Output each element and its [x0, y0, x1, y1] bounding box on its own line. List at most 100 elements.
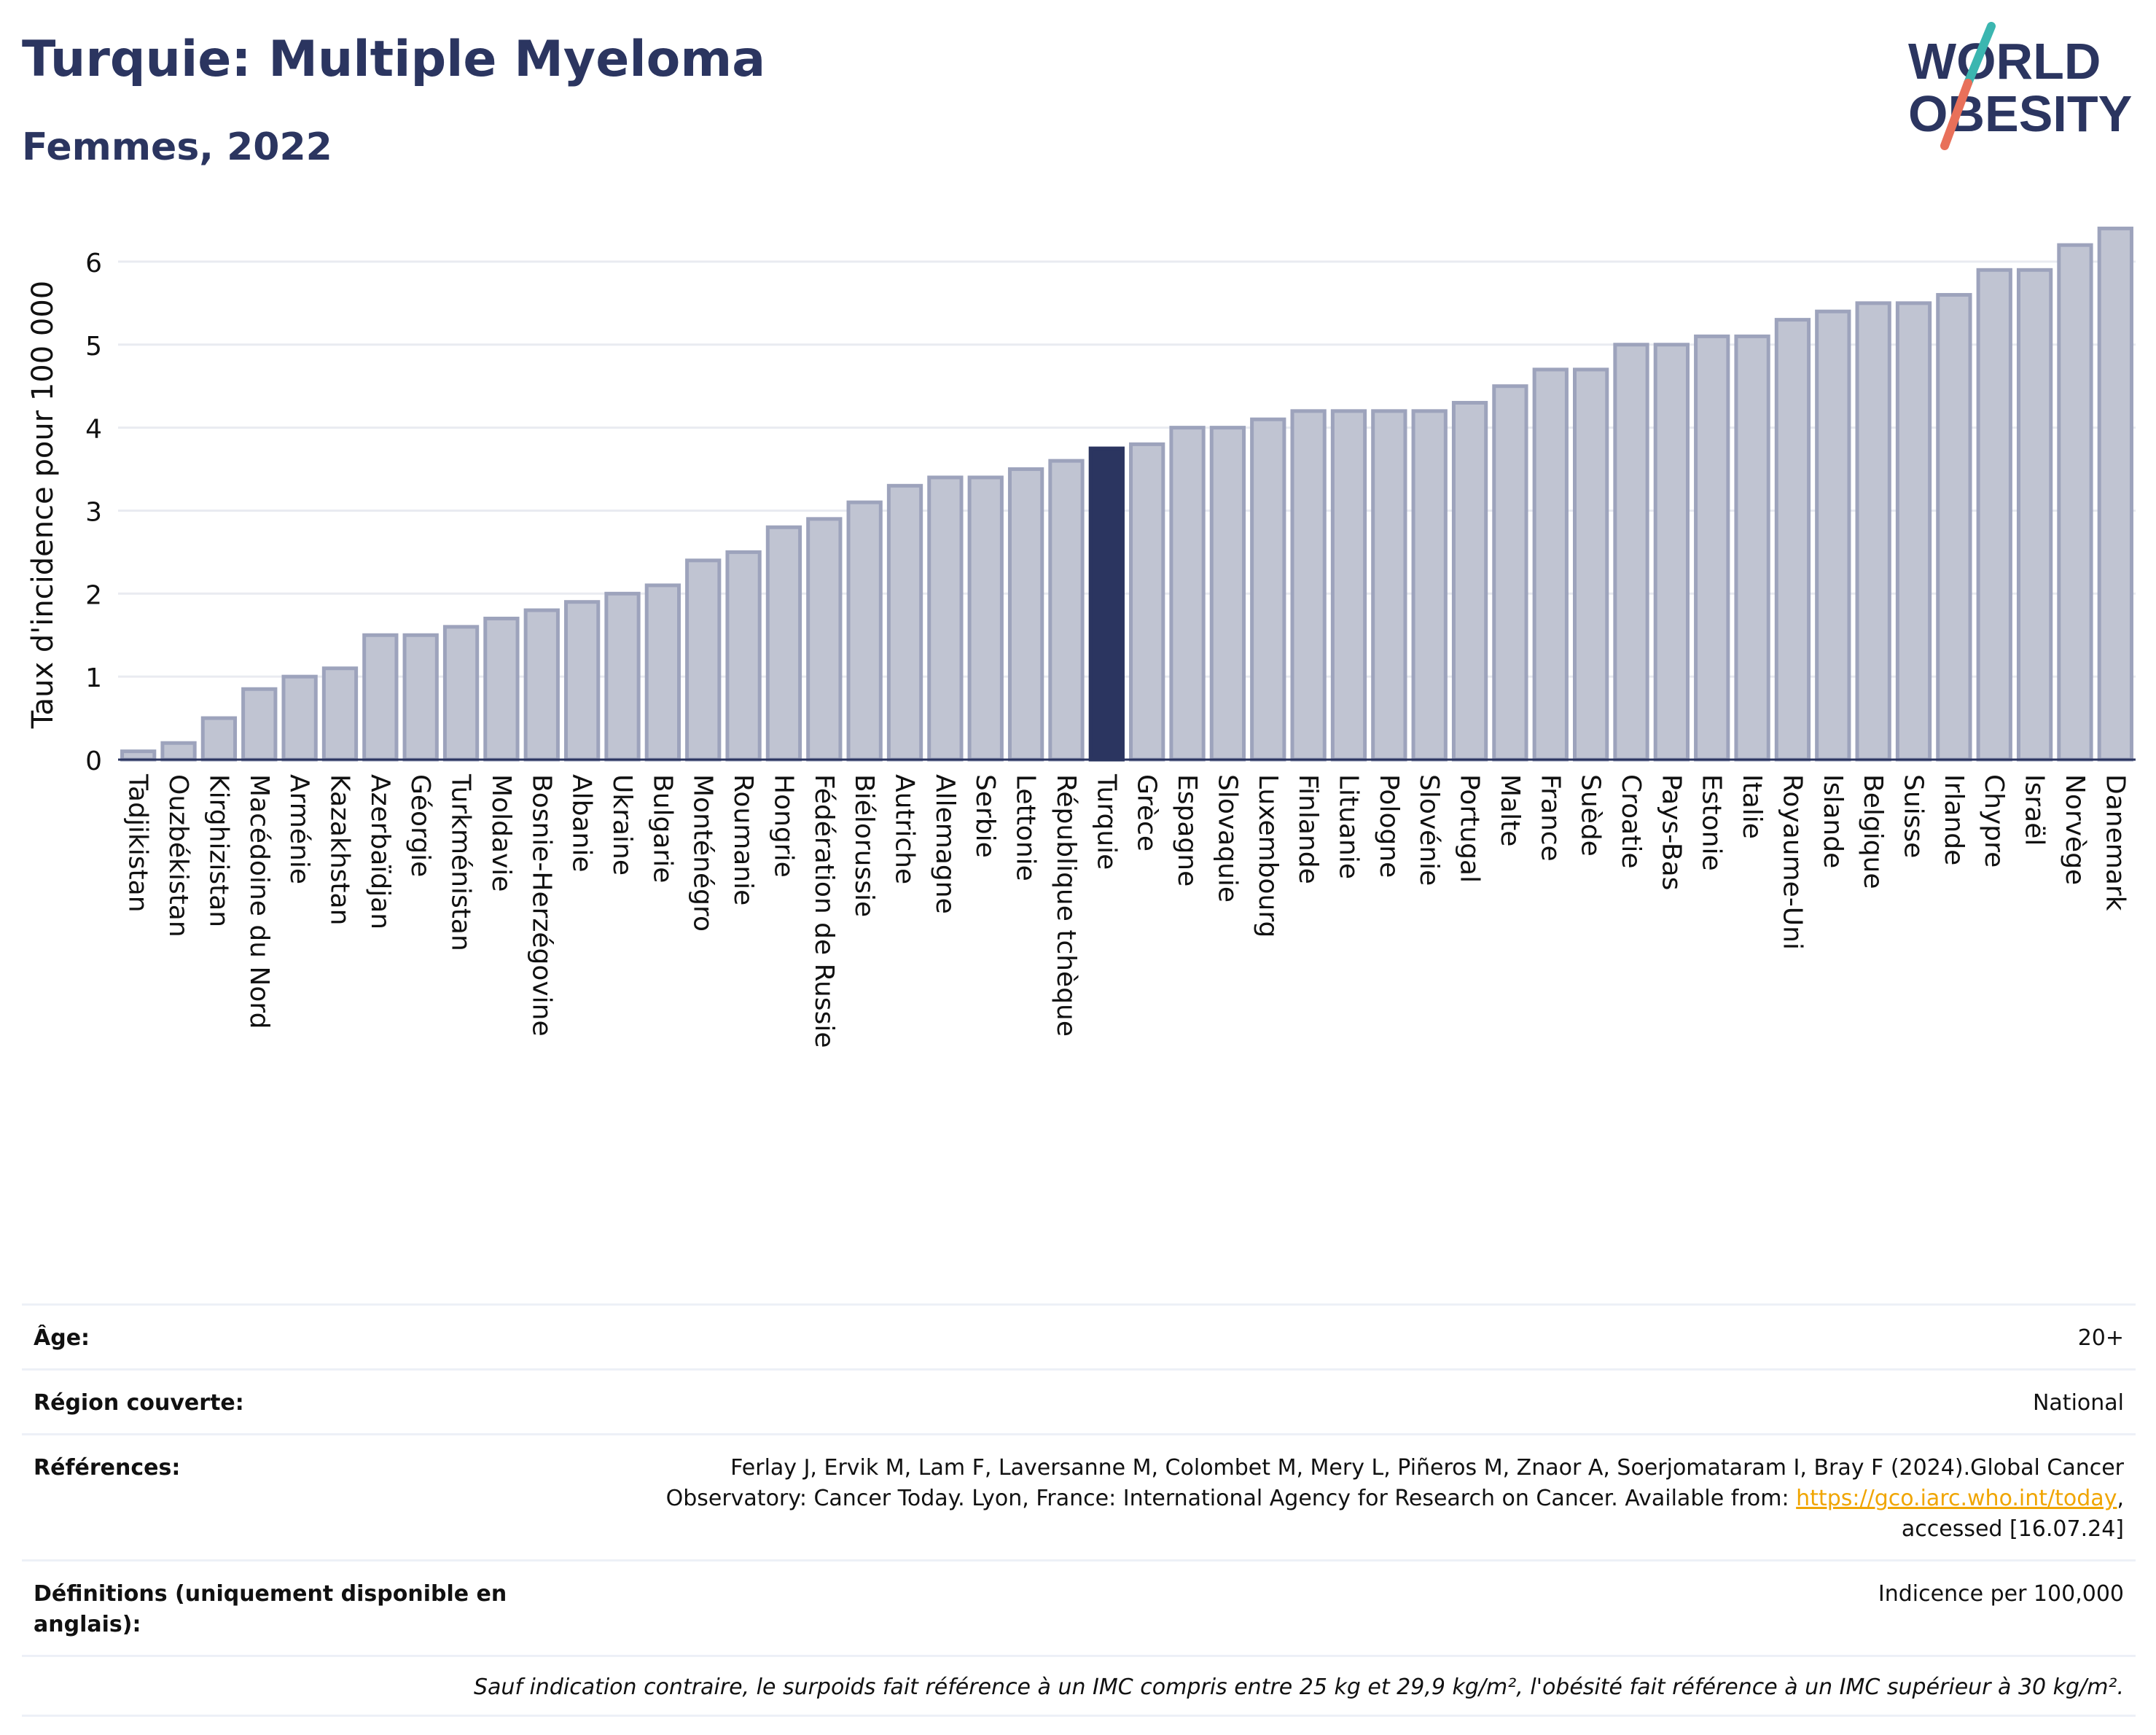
- bar-lettonie: [1007, 467, 1044, 762]
- bar-autriche: [886, 483, 923, 762]
- y-tick-label: 5: [85, 332, 102, 362]
- bar-azerba-djan: [362, 633, 399, 762]
- x-tick-label: Azerbaïdjan: [365, 774, 395, 929]
- bar-kirghizistan: [200, 716, 238, 762]
- x-tick-label: Tadjikistan: [123, 773, 153, 913]
- x-tick-label: Estonie: [1697, 774, 1727, 871]
- bar-serbie: [967, 475, 1004, 762]
- bar-pologne: [1371, 409, 1407, 762]
- x-tick-label: Ouzbékistan: [163, 774, 193, 937]
- x-tick-label: Pologne: [1374, 774, 1404, 878]
- definitions-label: Définitions (uniquement disponible en an…: [34, 1581, 507, 1637]
- x-tick-label: Turkménistan: [446, 773, 476, 951]
- x-tick-label: Fédération de Russie: [809, 774, 839, 1048]
- age-value: 20+: [2077, 1325, 2124, 1351]
- x-tick-label: Serbie: [970, 774, 1000, 858]
- region-label: Région couverte:: [34, 1390, 244, 1416]
- x-tick-label: Belgique: [1858, 774, 1888, 889]
- x-tick-label: Luxembourg: [1253, 774, 1283, 937]
- info-table: Âge: 20+ Région couverte: National Référ…: [22, 1303, 2136, 1717]
- x-tick-label: France: [1535, 774, 1565, 862]
- references-link[interactable]: https://gco.iarc.who.int/today: [1796, 1486, 2117, 1511]
- bar-g-orgie: [402, 633, 439, 762]
- y-axis-ticks: 0 1 2 3 4 5 6: [85, 249, 102, 776]
- bar-turkm-nistan: [442, 625, 480, 762]
- bar-belgique: [1855, 301, 1891, 762]
- x-tick-label: Danemark: [2100, 774, 2130, 911]
- bar-hongrie: [765, 525, 802, 762]
- x-tick-label: Macédoine du Nord: [244, 774, 274, 1029]
- x-tick-label: Géorgie: [405, 774, 435, 877]
- x-tick-label: Autriche: [890, 774, 920, 884]
- bar-kazakhstan: [321, 666, 359, 762]
- x-tick-label: Moldavie: [486, 774, 516, 892]
- bar-turquie: [1088, 446, 1125, 762]
- x-tick-label: Royaume-Uni: [1777, 774, 1807, 950]
- x-tick-label: Bosnie-Herzégovine: [526, 774, 556, 1037]
- bar-bosnie-herz-govine: [523, 608, 560, 762]
- page-title: Turquie: Multiple Myeloma: [22, 31, 766, 88]
- bar-chart: 0 1 2 3 4 5 6 Tadjikistan Ouzbékistan Kirghizist…: [26, 226, 2136, 1048]
- x-tick-label: Roumanie: [728, 774, 758, 905]
- x-tick-label: Croatie: [1616, 774, 1646, 869]
- page-subtitle: Femmes, 2022: [22, 125, 332, 169]
- bar-lituanie: [1330, 409, 1367, 762]
- bar-luxembourg: [1250, 417, 1286, 762]
- x-tick-label: Albanie: [567, 774, 597, 873]
- bar-suisse: [1895, 301, 1932, 762]
- info-row-references: Références: Ferlay J, Ervik M, Lam F, La…: [22, 1433, 2136, 1559]
- x-tick-label: Biélorussie: [849, 774, 879, 917]
- x-tick-label: Islande: [1818, 774, 1848, 868]
- bar-france: [1532, 367, 1569, 762]
- x-tick-label: Slovénie: [1414, 774, 1444, 886]
- x-tick-label: Pays-Bas: [1656, 774, 1686, 890]
- x-tick-label: Lettonie: [1011, 774, 1041, 881]
- footnote: Sauf indication contraire, le surpoids f…: [22, 1655, 2136, 1717]
- bar-mont-n-gro: [685, 558, 722, 762]
- bar-ukraine: [604, 591, 641, 762]
- definitions-value: Indicence per 100,000: [1878, 1581, 2124, 1607]
- x-tick-label: Kirghizistan: [203, 774, 233, 927]
- y-tick-label: 1: [85, 663, 102, 693]
- bar-albanie: [563, 600, 601, 762]
- y-tick-label: 4: [85, 415, 102, 445]
- x-tick-label: Finlande: [1293, 774, 1323, 884]
- x-tick-label: Allemagne: [930, 774, 960, 914]
- bar-gr-ce: [1129, 442, 1165, 762]
- references-line1: Ferlay J, Ervik M, Lam F, Laversanne M, …: [730, 1455, 2124, 1481]
- x-tick-label: Chypre: [1979, 774, 2009, 868]
- world-obesity-logo: WORLD OBESITY: [1908, 22, 2132, 150]
- x-tick-label: Kazakhstan: [324, 774, 354, 925]
- bar-espagne: [1169, 426, 1206, 762]
- y-axis-label: Taux d'incidence pour 100 000: [26, 281, 60, 729]
- y-tick-label: 3: [85, 497, 102, 527]
- x-tick-label: Slovaquie: [1212, 774, 1242, 902]
- x-tick-label: Portugal: [1455, 774, 1485, 883]
- logo-slash-teal: [1964, 22, 1996, 87]
- bar-chypre: [1976, 268, 2012, 762]
- x-tick-label: Suède: [1576, 774, 1606, 857]
- x-tick-label: République tchèque: [1051, 774, 1081, 1037]
- x-tick-label: Monténégro: [688, 774, 718, 932]
- bar-allemagne: [927, 475, 964, 762]
- bar-irlande: [1936, 292, 1972, 762]
- x-axis-ticks: Tadjikistan Ouzbékistan Kirghizistan Macédo…: [123, 773, 2130, 1048]
- info-row-age: Âge: 20+: [22, 1303, 2136, 1368]
- references-label: Références:: [34, 1455, 181, 1481]
- x-tick-label: Italie: [1737, 774, 1767, 839]
- bar-islande: [1815, 309, 1851, 762]
- y-tick-label: 6: [85, 249, 102, 278]
- bar-slovaquie: [1209, 426, 1246, 762]
- x-tick-label: Arménie: [284, 774, 314, 884]
- x-tick-label: Israël: [2020, 774, 2050, 846]
- bar-portugal: [1451, 400, 1488, 762]
- bar-su-de: [1572, 367, 1609, 762]
- logo-slash-coral: [1940, 79, 1972, 150]
- x-tick-label: Ukraine: [607, 774, 637, 876]
- bar-f-d-ration-de-russie: [806, 517, 843, 762]
- bar-danemark: [2097, 226, 2133, 762]
- bar-finlande: [1290, 409, 1327, 762]
- bar-arm-nie: [281, 674, 318, 762]
- bar-bulgarie: [644, 583, 681, 762]
- references-value: Ferlay J, Ervik M, Lam F, Laversanne M, …: [665, 1455, 2124, 1542]
